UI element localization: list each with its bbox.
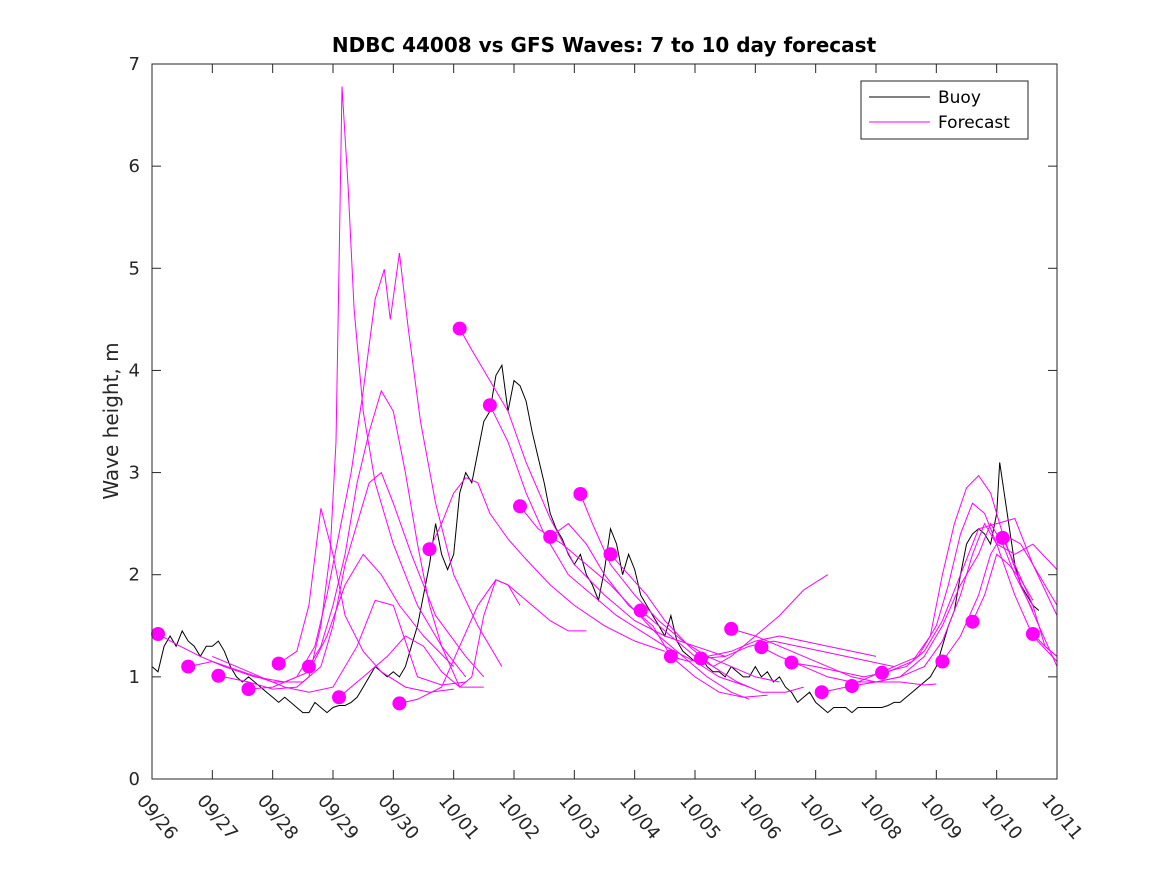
legend: Buoy Forecast [860, 80, 1029, 140]
forecast-start-marker-13 [573, 487, 588, 501]
y-tick-label: 4 [129, 360, 140, 381]
legend-box [860, 80, 1029, 140]
forecast-start-marker-27 [1025, 627, 1040, 641]
y-tick-label: 7 [129, 54, 140, 75]
forecast-run-line-5 [308, 389, 484, 688]
forecast-start-marker-0 [151, 627, 165, 641]
forecast-start-marker-23 [875, 665, 889, 680]
forecast-run-line-0 [157, 553, 455, 683]
forecast-start-marker-11 [513, 499, 527, 514]
forecast-start-marker-17 [694, 651, 708, 666]
legend-forecast-label: Forecast [938, 113, 1010, 133]
forecast-start-marker-20 [784, 655, 799, 670]
forecast-run-line-12 [549, 522, 768, 698]
axes-box [151, 63, 1058, 780]
y-axis-ticks: 0 1 2 3 4 5 6 7 [129, 54, 1057, 790]
forecast-start-marker-18 [724, 621, 739, 636]
forecast-start-marker-21 [814, 685, 829, 700]
forecast-run-line-7 [399, 579, 587, 704]
forecast-run-line-23 [881, 517, 1058, 674]
forecast-run-line-9 [459, 328, 726, 657]
y-axis-label: Wave height, m [99, 342, 123, 499]
forecast-start-marker-2 [211, 668, 226, 683]
forecast-start-marker-1 [181, 659, 196, 674]
forecast-start-marker-3 [241, 682, 256, 697]
forecast-start-marker-25 [965, 614, 980, 629]
forecast-run-line-3 [248, 252, 503, 690]
forecast-run-line-22 [851, 522, 1058, 687]
forecast-run-line-4 [278, 508, 454, 693]
y-tick-label: 2 [129, 565, 140, 586]
forecast-start-marker-15 [633, 603, 648, 618]
y-tick-label: 5 [129, 258, 140, 279]
forecast-start-marker-16 [663, 649, 678, 664]
y-tick-label: 6 [129, 156, 140, 177]
forecast-start-marker-7 [392, 696, 407, 711]
forecast-start-marker-4 [271, 656, 286, 671]
forecast-run-line-8 [429, 477, 665, 652]
chart-title: NDBC 44008 vs GFS Waves: 7 to 10 day for… [332, 33, 877, 57]
forecast-start-marker-22 [844, 679, 859, 693]
y-tick-label: 3 [129, 463, 140, 484]
forecast-run-line-20 [791, 474, 1058, 678]
plot-area [152, 64, 1057, 779]
forecast-run-line-17 [700, 640, 895, 668]
forecast-run-line-15 [640, 574, 828, 668]
forecast-run-line-21 [821, 502, 1058, 693]
forecast-start-marker-24 [935, 654, 950, 669]
forecast-start-marker-10 [482, 398, 497, 413]
legend-buoy-label: Buoy [938, 88, 981, 108]
y-tick-label: 1 [129, 667, 140, 688]
forecast-start-marker-8 [422, 542, 437, 557]
forecast-run-line-2 [218, 86, 467, 690]
forecast-start-marker-6 [332, 690, 346, 705]
forecast-start-marker-14 [603, 547, 618, 562]
forecast-start-marker-5 [301, 659, 316, 674]
forecast-run-line-1 [188, 471, 485, 683]
forecast-start-marker-26 [995, 530, 1010, 545]
forecast-start-marker-19 [754, 640, 769, 655]
forecast-run-line-28 [212, 599, 466, 693]
forecast-series-layer [157, 86, 1058, 704]
forecast-start-marker-12 [543, 529, 558, 544]
forecast-run-line-13 [579, 493, 780, 683]
forecast-run-line-24 [941, 533, 1058, 662]
forecast-start-markers [151, 321, 1040, 711]
y-tick-label: 0 [129, 769, 140, 790]
forecast-start-marker-9 [452, 321, 467, 336]
